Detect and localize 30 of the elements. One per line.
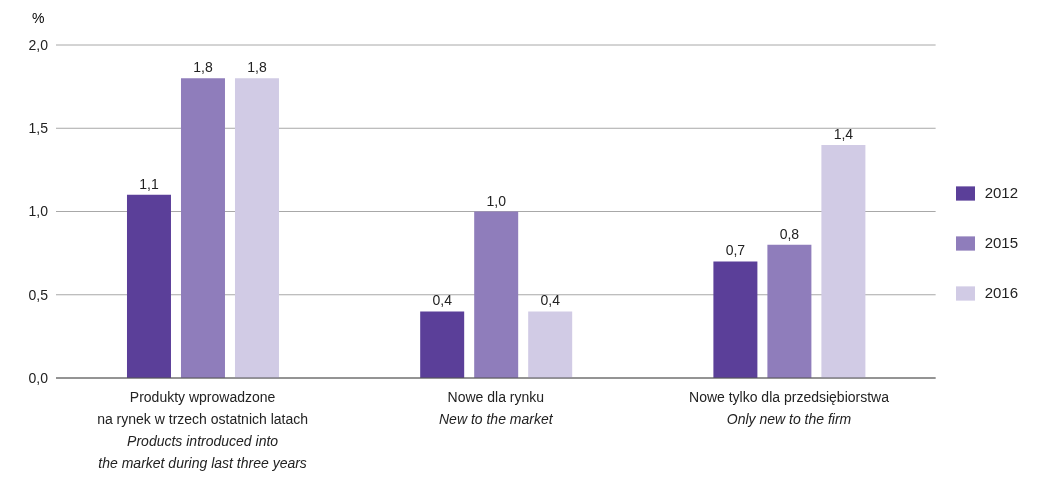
data-label: 1,8 — [247, 59, 267, 76]
legend-label: 2016 — [984, 284, 1018, 301]
data-label: 0,4 — [432, 292, 453, 309]
data-label: 1,8 — [193, 59, 213, 76]
bar — [767, 244, 812, 378]
data-label: 0,8 — [779, 225, 800, 242]
y-tick-label: 0,0 — [28, 369, 49, 386]
bar — [713, 261, 758, 378]
y-axis-title: % — [32, 10, 45, 26]
bar — [234, 78, 279, 378]
y-tick-label: 1,5 — [28, 120, 49, 137]
bar — [420, 311, 465, 378]
data-label: 0,4 — [540, 292, 561, 309]
x-tick-label: Produkty wprowadzone na rynek w trzech ostatnich latach Products introduced into the market during last three years — [97, 389, 309, 471]
data-label: 1,4 — [833, 125, 854, 142]
y-tick-label: 2,0 — [28, 36, 49, 53]
legend-label: 2015 — [984, 234, 1018, 251]
x-tick-label: Nowe tylko dla przedsiębiorstwa Only new to the firm — [689, 389, 890, 427]
legend-label: 2012 — [984, 184, 1018, 201]
y-tick-label: 0,5 — [28, 286, 49, 303]
data-label: 1,0 — [486, 192, 507, 209]
bar — [180, 78, 225, 378]
bar — [821, 144, 866, 378]
y-tick-label: 1,0 — [28, 203, 49, 220]
x-tick-label: Nowe dla rynku New to the market — [439, 389, 554, 427]
bar — [528, 311, 573, 378]
data-label: 1,1 — [139, 175, 159, 192]
bar — [474, 211, 519, 378]
data-label: 0,7 — [725, 242, 746, 259]
bar — [126, 194, 171, 378]
